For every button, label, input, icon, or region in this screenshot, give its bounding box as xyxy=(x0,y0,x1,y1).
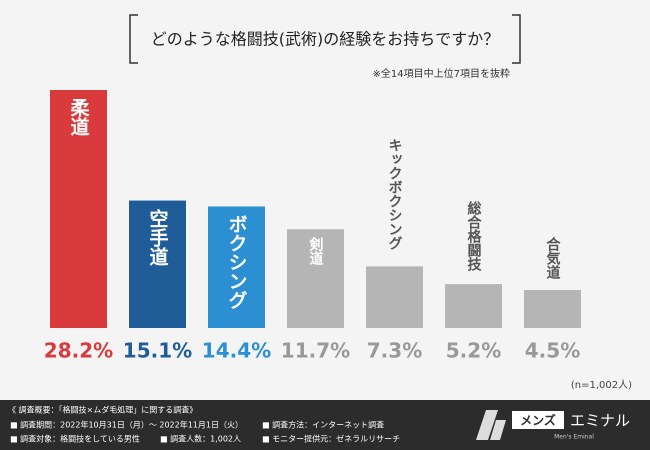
value-label: 15.1% xyxy=(123,339,192,363)
bar xyxy=(366,266,423,328)
category-label: 空手道 xyxy=(147,207,169,266)
logo-left: メンズ xyxy=(520,413,556,428)
bar xyxy=(524,290,581,328)
footer-item: ■ 調査方法：インターネット調査 xyxy=(262,420,384,430)
footer-heading: 《 調査概要：「格闘技×ムダ毛処理」に関する調査》 xyxy=(8,405,197,415)
title-bracket xyxy=(129,14,521,64)
value-label: 14.4% xyxy=(202,339,271,363)
logo-box xyxy=(512,411,564,429)
footer-item: ■ 調査期間：2022年10月31日（月）～ 2022年11月1日（火） xyxy=(10,420,243,430)
bar xyxy=(208,206,265,328)
footer-item: ■ 調査人数：1,002人 xyxy=(160,434,241,444)
logo-sub: Men's Eminal xyxy=(554,434,594,441)
value-label: 4.5% xyxy=(525,339,580,363)
bar xyxy=(129,200,186,328)
category-label: 合気道 xyxy=(545,236,561,280)
category-label: ボクシング xyxy=(226,214,248,309)
logo-right: エミナル xyxy=(570,412,630,430)
category-label: 総合格闘技 xyxy=(466,200,482,272)
value-label: 28.2% xyxy=(44,339,113,363)
category-label: キックボクシング xyxy=(387,138,403,250)
bar xyxy=(445,284,502,328)
logo-mark xyxy=(476,410,506,440)
footer-item: ■ モニター提供元：ゼネラルリサーチ xyxy=(262,434,400,444)
note: ※全14項目中上位7項目を抜粋 xyxy=(373,67,510,80)
bar xyxy=(287,229,344,328)
bar xyxy=(50,89,107,328)
background xyxy=(0,0,650,400)
footer-item: ■ 調査対象：格闘技をしている男性 xyxy=(10,434,140,444)
value-label: 7.3% xyxy=(367,339,422,363)
sample-size: (n=1,002人) xyxy=(571,379,632,391)
category-label: 柔道 xyxy=(68,98,90,137)
category-label: 剣道 xyxy=(308,237,325,267)
chart-title: どのような格闘技(武術)の経験をお持ちですか？ xyxy=(151,30,500,49)
value-label: 11.7% xyxy=(281,339,350,363)
value-label: 5.2% xyxy=(446,339,501,363)
